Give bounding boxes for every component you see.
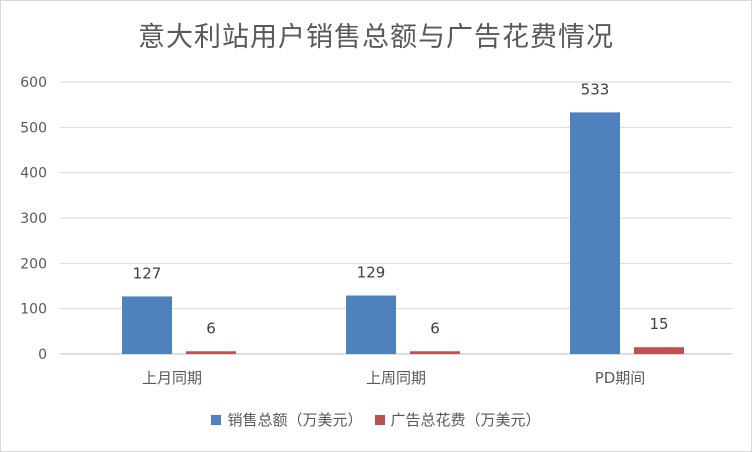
legend-item-sales: 销售总额（万美元） [211, 409, 363, 430]
y-tick-label: 400 [20, 166, 47, 182]
chart-title: 意大利站用户销售总额与广告花费情况 [138, 22, 614, 53]
y-tick-label: 0 [38, 347, 47, 363]
bar-ad-spend [634, 347, 684, 354]
bar-ad-spend [410, 351, 460, 354]
bar-sales [570, 112, 620, 354]
y-tick-label: 300 [20, 211, 47, 227]
data-label: 127 [133, 264, 162, 282]
legend-item-ad-spend: 广告总花费（万美元） [374, 409, 541, 430]
data-label: 6 [430, 319, 440, 337]
legend-swatch-ad-spend [374, 414, 385, 425]
y-tick-label: 500 [20, 120, 47, 136]
legend-label-ad-spend: 广告总花费（万美元） [390, 411, 541, 429]
y-tick-label: 200 [20, 256, 47, 272]
data-label: 129 [357, 264, 386, 282]
data-label: 6 [206, 319, 216, 337]
bar-sales [346, 295, 396, 354]
x-tick-label: PD期间 [595, 369, 646, 387]
legend-swatch-sales [211, 414, 222, 425]
data-label: 533 [581, 80, 610, 98]
y-tick-label: 100 [20, 302, 47, 318]
bar-sales [122, 296, 172, 354]
bar-ad-spend [186, 351, 236, 354]
x-tick-label: 上月同期 [142, 369, 202, 387]
data-label: 15 [649, 315, 668, 333]
legend: 销售总额（万美元） 广告总花费（万美元） [1, 409, 751, 430]
y-tick-label: 600 [20, 75, 47, 91]
x-tick-label: 上周同期 [366, 369, 426, 387]
legend-label-sales: 销售总额（万美元） [227, 411, 363, 429]
